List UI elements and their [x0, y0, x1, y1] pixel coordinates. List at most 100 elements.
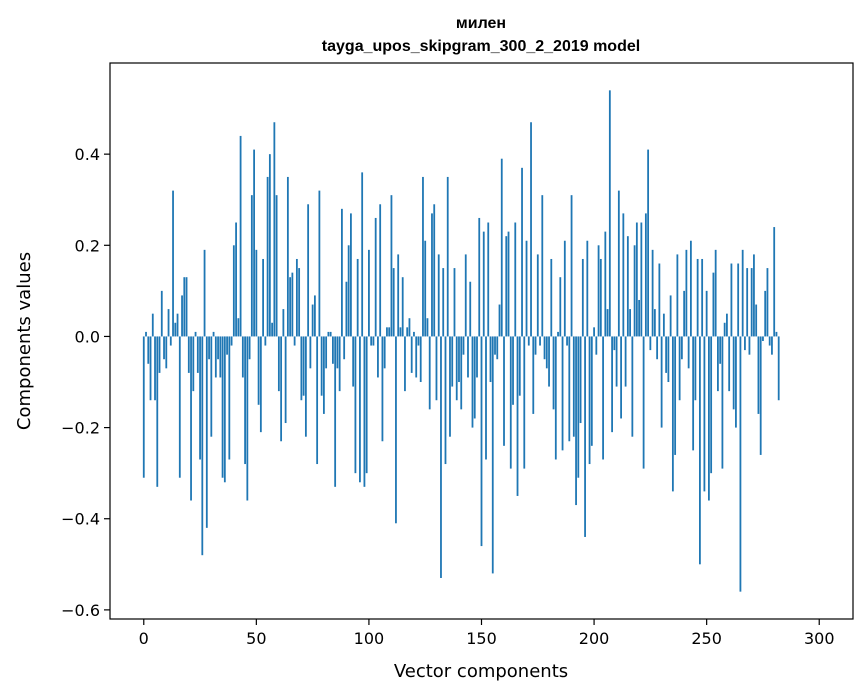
bar [196, 336, 199, 373]
bar [232, 245, 235, 337]
bar [521, 167, 523, 337]
bar [714, 249, 717, 337]
bar [509, 336, 512, 469]
bar [208, 336, 210, 360]
bar [359, 336, 361, 483]
bar [183, 277, 186, 337]
bar [568, 336, 571, 442]
bar [406, 327, 409, 337]
bar [512, 336, 514, 405]
bar [482, 231, 485, 337]
bar [313, 295, 316, 337]
bar [577, 336, 580, 478]
bar [410, 336, 413, 373]
bar [309, 336, 312, 369]
bar [424, 240, 427, 337]
bar [336, 336, 339, 369]
bar [777, 336, 780, 401]
bar [678, 336, 681, 401]
bar [172, 190, 174, 337]
bar [471, 336, 474, 428]
y-axis-label: Components values [14, 252, 35, 430]
bar [293, 336, 296, 346]
x-axis: 0 50 100 150 200 250 300 [139, 619, 835, 648]
bar [458, 336, 460, 383]
bar-series [142, 90, 780, 592]
bar [494, 336, 496, 355]
x-tick-label: 0 [139, 629, 149, 648]
y-tick-label: −0.4 [61, 510, 100, 529]
bar [685, 249, 688, 337]
bar [500, 158, 503, 337]
bar [464, 254, 467, 337]
bar [671, 336, 674, 492]
bar [527, 336, 530, 346]
bar [190, 336, 192, 501]
bar [332, 336, 334, 364]
bar [689, 240, 692, 337]
bar [174, 322, 177, 337]
bar [768, 336, 771, 346]
bar [775, 331, 778, 337]
bar [392, 268, 395, 337]
bar [147, 336, 150, 364]
bar [280, 336, 283, 442]
bar [167, 309, 170, 337]
bar [320, 336, 323, 396]
bar [498, 304, 501, 337]
bar [762, 336, 764, 341]
bar [581, 258, 584, 337]
bar [732, 336, 735, 410]
bar [217, 336, 219, 360]
bar [426, 318, 429, 337]
bar [377, 336, 379, 378]
x-tick-label: 300 [804, 629, 835, 648]
bar [395, 336, 397, 524]
bar [277, 336, 280, 392]
bar [635, 222, 638, 337]
bar [142, 336, 145, 478]
bar [228, 336, 231, 460]
bar [575, 336, 577, 506]
bar [361, 172, 364, 337]
bar [187, 336, 190, 373]
bar [728, 336, 731, 392]
bar [683, 290, 686, 337]
bar [271, 322, 274, 337]
bar [590, 336, 593, 446]
bar [223, 336, 226, 483]
bar [160, 290, 163, 337]
bar [404, 336, 406, 392]
bar [701, 258, 704, 337]
bar [721, 336, 724, 469]
y-tick-label: −0.2 [61, 419, 100, 438]
bar [649, 336, 652, 351]
bar [514, 222, 517, 337]
x-tick-label: 250 [691, 629, 722, 648]
bar [199, 336, 201, 460]
y-tick-label: 0.4 [75, 145, 100, 164]
bar [165, 336, 168, 369]
bar [572, 336, 575, 437]
bar [226, 336, 228, 355]
bar [428, 336, 431, 410]
bar [350, 213, 352, 337]
bar [388, 327, 391, 337]
bar [518, 336, 521, 396]
bar [593, 327, 595, 337]
bar [437, 254, 440, 337]
bar [665, 336, 668, 373]
bar [397, 254, 400, 337]
bar [597, 245, 600, 337]
bar [563, 240, 566, 337]
bar [532, 336, 535, 414]
bar [696, 258, 699, 337]
bar [739, 336, 742, 592]
bar [356, 258, 359, 337]
bar [257, 336, 260, 405]
bar [566, 336, 568, 346]
bar [325, 336, 328, 369]
bar [570, 195, 573, 337]
bar [559, 277, 562, 337]
bar [422, 176, 424, 337]
